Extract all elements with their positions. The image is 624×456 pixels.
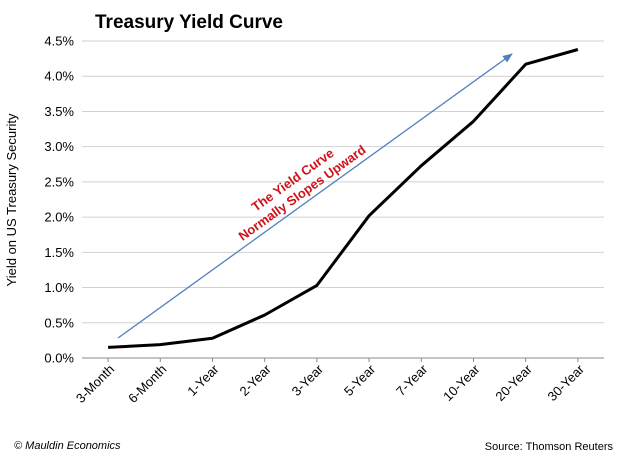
x-tick-label: 5-Year <box>341 361 379 399</box>
chart-title: Treasury Yield Curve <box>95 12 283 33</box>
x-tick-label: 1-Year <box>184 361 222 399</box>
credit-text: © Mauldin Economics <box>14 440 121 452</box>
y-tick-label: 4.5% <box>44 34 74 49</box>
y-tick-label: 4.0% <box>44 69 74 84</box>
y-axis-ticks: 0.0% 0.5% 1.0% 1.5% 2.0% 2.5% 3.0% 3.5% 4.0% 4.5% <box>44 34 74 366</box>
source-text: Source: Thomson Reuters <box>485 441 614 453</box>
x-tick-label: 2-Year <box>236 361 274 399</box>
gridlines <box>82 40 604 359</box>
annotation-line-2: Normally Slopes Upward <box>236 142 369 244</box>
x-tick-label: 10-Year <box>440 361 483 404</box>
y-tick-label: 0.5% <box>44 315 74 330</box>
y-tick-label: 0.0% <box>44 351 74 366</box>
x-tick-label: 3-Year <box>289 361 327 399</box>
y-tick-label: 1.5% <box>44 245 74 260</box>
trend-arrow <box>117 53 513 339</box>
y-axis-label: Yield on US Treasury Security <box>4 113 19 286</box>
y-tick-label: 1.0% <box>44 280 74 295</box>
y-tick-label: 2.0% <box>44 210 74 225</box>
x-tick-label: 3-Month <box>73 362 117 406</box>
series-line <box>108 48 579 349</box>
series-group <box>108 48 579 349</box>
y-tick-label: 3.5% <box>44 104 74 119</box>
x-tick-label: 6-Month <box>125 362 169 406</box>
y-tick-label: 2.5% <box>44 174 74 189</box>
x-tick-label: 7-Year <box>393 361 431 399</box>
x-tick-label: 20-Year <box>492 361 535 404</box>
x-tick-label: 30-Year <box>545 361 588 404</box>
y-tick-label: 3.0% <box>44 139 74 154</box>
x-axis-ticks: 3-Month 6-Month 1-Year 2-Year 3-Year 5-Year 7-… <box>73 358 588 406</box>
